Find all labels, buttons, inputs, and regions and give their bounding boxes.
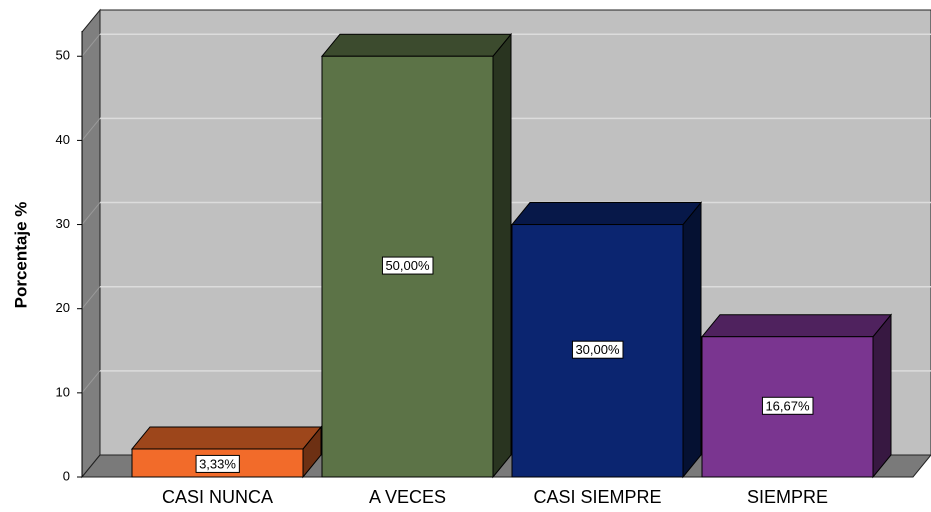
bar-top [320,33,513,57]
value-label-box [195,454,240,473]
y-axis-label: Porcentaje % [11,202,30,309]
grid-line [81,370,101,394]
left-wall [81,8,101,479]
x-tick-label: CASI NUNCA [162,487,273,507]
bar-top [130,426,323,450]
value-label: 3,33% [199,456,236,471]
value-label-box [571,340,624,359]
bar-side [872,313,892,479]
grid-line [81,33,101,57]
value-label-box [381,256,434,275]
y-tick-label: 10 [56,384,70,399]
x-tick-label: SIEMPRE [747,487,828,507]
y-tick-label: 40 [56,132,70,147]
grid-line [81,286,101,310]
bar-top [700,314,893,338]
value-label: 30,00% [575,342,620,357]
y-tick-label: 30 [56,216,70,231]
value-label-box [761,396,814,415]
x-tick-label: CASI SIEMPRE [533,487,661,507]
y-tick-label: 50 [56,48,70,63]
bar-side [682,201,702,479]
y-tick-label: 20 [56,300,70,315]
x-tick-label: A VECES [369,487,446,507]
grid-line [81,202,101,225]
grid-line [81,118,101,141]
y-tick-label: 0 [63,468,70,483]
bar-side [492,32,512,479]
value-label: 50,00% [385,258,430,273]
value-label: 16,67% [765,398,810,413]
bar-top [510,202,703,226]
